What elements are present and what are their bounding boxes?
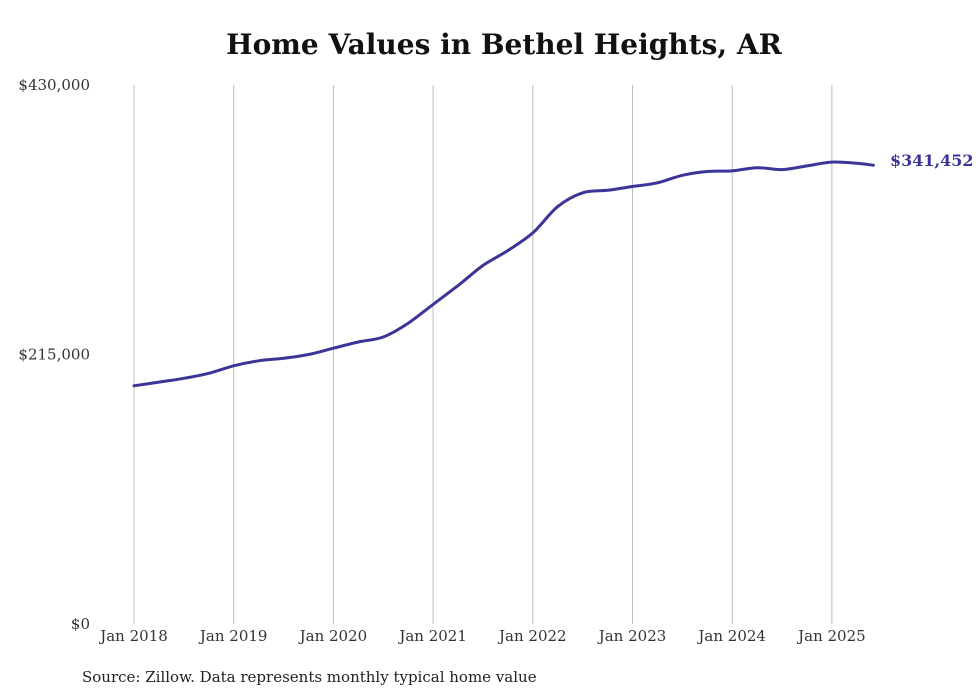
- x-tick-label: Jan 2019: [198, 627, 268, 645]
- y-axis: $0 $215,000 $430,000: [18, 76, 90, 633]
- y-tick-label: $430,000: [18, 76, 90, 94]
- x-tick-label: Jan 2024: [696, 627, 766, 645]
- x-tick-label: Jan 2023: [597, 627, 667, 645]
- end-value-label: $341,452: [890, 151, 974, 170]
- y-tick-label: $215,000: [18, 346, 90, 364]
- y-tick-label: $0: [71, 615, 90, 633]
- x-tick-label: Jan 2025: [796, 627, 866, 645]
- series-layer: $341,452: [132, 151, 974, 388]
- source-note: Source: Zillow. Data represents monthly …: [82, 668, 537, 686]
- series-line: [132, 160, 875, 388]
- gridlines: [133, 85, 833, 624]
- x-tick-label: Jan 2022: [497, 627, 567, 645]
- chart-title: Home Values in Bethel Heights, AR: [226, 28, 782, 61]
- x-tick-label: Jan 2018: [98, 627, 168, 645]
- x-tick-label: Jan 2020: [298, 627, 368, 645]
- x-axis: Jan 2018 Jan 2019 Jan 2020 Jan 2021 Jan 2022…: [98, 627, 865, 645]
- x-tick-label: Jan 2021: [397, 627, 467, 645]
